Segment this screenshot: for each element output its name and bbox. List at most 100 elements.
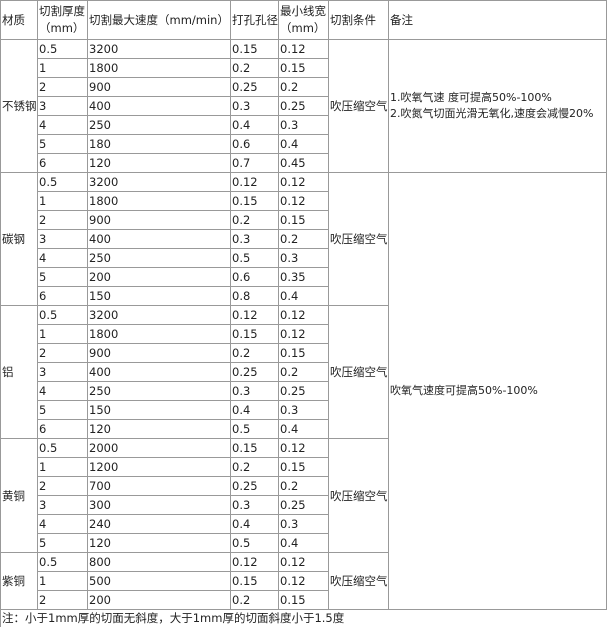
table-row: 1 1800 0.15 0.12 xyxy=(1,324,607,344)
max-speed-cell: 150 xyxy=(87,286,231,306)
table-row: 3 400 0.3 0.2 xyxy=(1,229,607,249)
pierce-diameter-cell: 0.25 xyxy=(230,77,279,97)
pierce-diameter-cell: 0.4 xyxy=(230,514,279,534)
min-line-width-cell: 0.15 xyxy=(278,457,329,477)
pierce-diameter-cell: 0.6 xyxy=(230,134,279,154)
min-line-width-cell: 0.15 xyxy=(278,58,329,78)
pierce-diameter-cell: 0.4 xyxy=(230,115,279,135)
max-speed-cell: 1800 xyxy=(87,324,231,344)
max-speed-cell: 1200 xyxy=(87,457,231,477)
thickness-cell: 2 xyxy=(37,590,88,610)
thickness-cell: 5 xyxy=(37,533,88,553)
max-speed-cell: 1800 xyxy=(87,58,231,78)
pierce-diameter-cell: 0.15 xyxy=(230,191,279,211)
max-speed-cell: 700 xyxy=(87,476,231,496)
table-row: 4 250 0.5 0.3 xyxy=(1,248,607,268)
thickness-cell: 0.5 xyxy=(37,39,88,59)
min-line-width-cell: 0.2 xyxy=(278,229,329,249)
max-speed-cell: 300 xyxy=(87,495,231,515)
material-cell: 紫铜 xyxy=(0,552,38,610)
thickness-cell: 3 xyxy=(37,229,88,249)
pierce-diameter-cell: 0.15 xyxy=(230,571,279,591)
header-max-speed: 切割最大速度（mm/min） xyxy=(87,0,231,40)
min-line-width-cell: 0.15 xyxy=(278,590,329,610)
table-row: 1 1200 0.2 0.15 xyxy=(1,457,607,477)
table-row: 4 240 0.4 0.3 xyxy=(1,514,607,534)
max-speed-cell: 120 xyxy=(87,533,231,553)
thickness-cell: 6 xyxy=(37,419,88,439)
cutting-condition-cell: 吹压缩空气 xyxy=(328,39,389,173)
pierce-diameter-cell: 0.15 xyxy=(230,438,279,458)
thickness-cell: 5 xyxy=(37,267,88,287)
table-row: 2 900 0.2 0.15 xyxy=(1,343,607,363)
pierce-diameter-cell: 0.12 xyxy=(230,305,279,325)
header-remarks: 备注 xyxy=(388,0,607,40)
min-line-width-cell: 0.4 xyxy=(278,134,329,154)
min-line-width-cell: 0.12 xyxy=(278,39,329,59)
thickness-cell: 3 xyxy=(37,495,88,515)
thickness-cell: 2 xyxy=(37,77,88,97)
min-line-width-cell: 0.4 xyxy=(278,419,329,439)
header-cutting-condition: 切割条件 xyxy=(328,0,389,40)
thickness-cell: 6 xyxy=(37,153,88,173)
min-line-width-cell: 0.12 xyxy=(278,552,329,572)
pierce-diameter-cell: 0.5 xyxy=(230,533,279,553)
remark-line: 1.吹氧气速 度可提高50%-100% xyxy=(390,91,552,104)
thickness-cell: 1 xyxy=(37,457,88,477)
remark-line: 2.吹氮气切面光滑无氧化,速度会减慢20% xyxy=(390,107,594,120)
min-line-width-cell: 0.15 xyxy=(278,210,329,230)
min-line-width-cell: 0.12 xyxy=(278,172,329,192)
pierce-diameter-cell: 0.7 xyxy=(230,153,279,173)
pierce-diameter-cell: 0.15 xyxy=(230,324,279,344)
table-row: 4 250 0.3 0.25 xyxy=(1,381,607,401)
min-line-width-cell: 0.25 xyxy=(278,96,329,116)
header-pierce-diameter: 打孔孔径 xyxy=(230,0,279,40)
max-speed-cell: 120 xyxy=(87,419,231,439)
max-speed-cell: 250 xyxy=(87,115,231,135)
thickness-cell: 3 xyxy=(37,96,88,116)
table-row: 5 120 0.5 0.4 xyxy=(1,533,607,553)
cutting-condition-cell: 吹压缩空气 xyxy=(328,305,389,439)
pierce-diameter-cell: 0.2 xyxy=(230,343,279,363)
min-line-width-cell: 0.3 xyxy=(278,514,329,534)
max-speed-cell: 500 xyxy=(87,571,231,591)
table-row: 6 150 0.8 0.4 xyxy=(1,286,607,306)
thickness-cell: 5 xyxy=(37,134,88,154)
thickness-cell: 0.5 xyxy=(37,172,88,192)
min-line-width-cell: 0.25 xyxy=(278,495,329,515)
min-line-width-cell: 0.12 xyxy=(278,571,329,591)
cutting-condition-cell: 吹压缩空气 xyxy=(328,172,389,306)
pierce-diameter-cell: 0.3 xyxy=(230,495,279,515)
thickness-cell: 5 xyxy=(37,400,88,420)
table-row: 2 900 0.2 0.15 xyxy=(1,210,607,230)
material-cell: 碳钢 xyxy=(0,172,38,306)
min-line-width-cell: 0.2 xyxy=(278,476,329,496)
max-speed-cell: 3200 xyxy=(87,172,231,192)
thickness-cell: 4 xyxy=(37,248,88,268)
max-speed-cell: 400 xyxy=(87,362,231,382)
max-speed-cell: 400 xyxy=(87,229,231,249)
remarks-cell: 1.吹氧气速 度可提高50%-100% 2.吹氮气切面光滑无氧化,速度会减慢20% xyxy=(388,39,607,173)
max-speed-cell: 2000 xyxy=(87,438,231,458)
pierce-diameter-cell: 0.5 xyxy=(230,248,279,268)
pierce-diameter-cell: 0.2 xyxy=(230,590,279,610)
pierce-diameter-cell: 0.3 xyxy=(230,229,279,249)
laser-cutting-parameters-table: 材质 切割厚度（mm） 切割最大速度（mm/min） 打孔孔径 最小线宽（mm）… xyxy=(0,0,607,610)
footnote: 注：小于1mm厚的切面无斜度，大于1mm厚的切面斜度小于1.5度 xyxy=(0,610,608,627)
pierce-diameter-cell: 0.8 xyxy=(230,286,279,306)
table-row: 3 300 0.3 0.25 xyxy=(1,495,607,515)
thickness-cell: 1 xyxy=(37,191,88,211)
max-speed-cell: 3200 xyxy=(87,305,231,325)
thickness-cell: 4 xyxy=(37,514,88,534)
header-material: 材质 xyxy=(0,0,38,40)
thickness-cell: 2 xyxy=(37,476,88,496)
max-speed-cell: 900 xyxy=(87,77,231,97)
min-line-width-cell: 0.12 xyxy=(278,191,329,211)
material-cell: 铝 xyxy=(0,305,38,439)
min-line-width-cell: 0.12 xyxy=(278,324,329,344)
max-speed-cell: 200 xyxy=(87,590,231,610)
pierce-diameter-cell: 0.5 xyxy=(230,419,279,439)
remark-line: 吹氧气速度可提高50%-100% xyxy=(390,384,538,397)
min-line-width-cell: 0.4 xyxy=(278,533,329,553)
thickness-cell: 0.5 xyxy=(37,305,88,325)
